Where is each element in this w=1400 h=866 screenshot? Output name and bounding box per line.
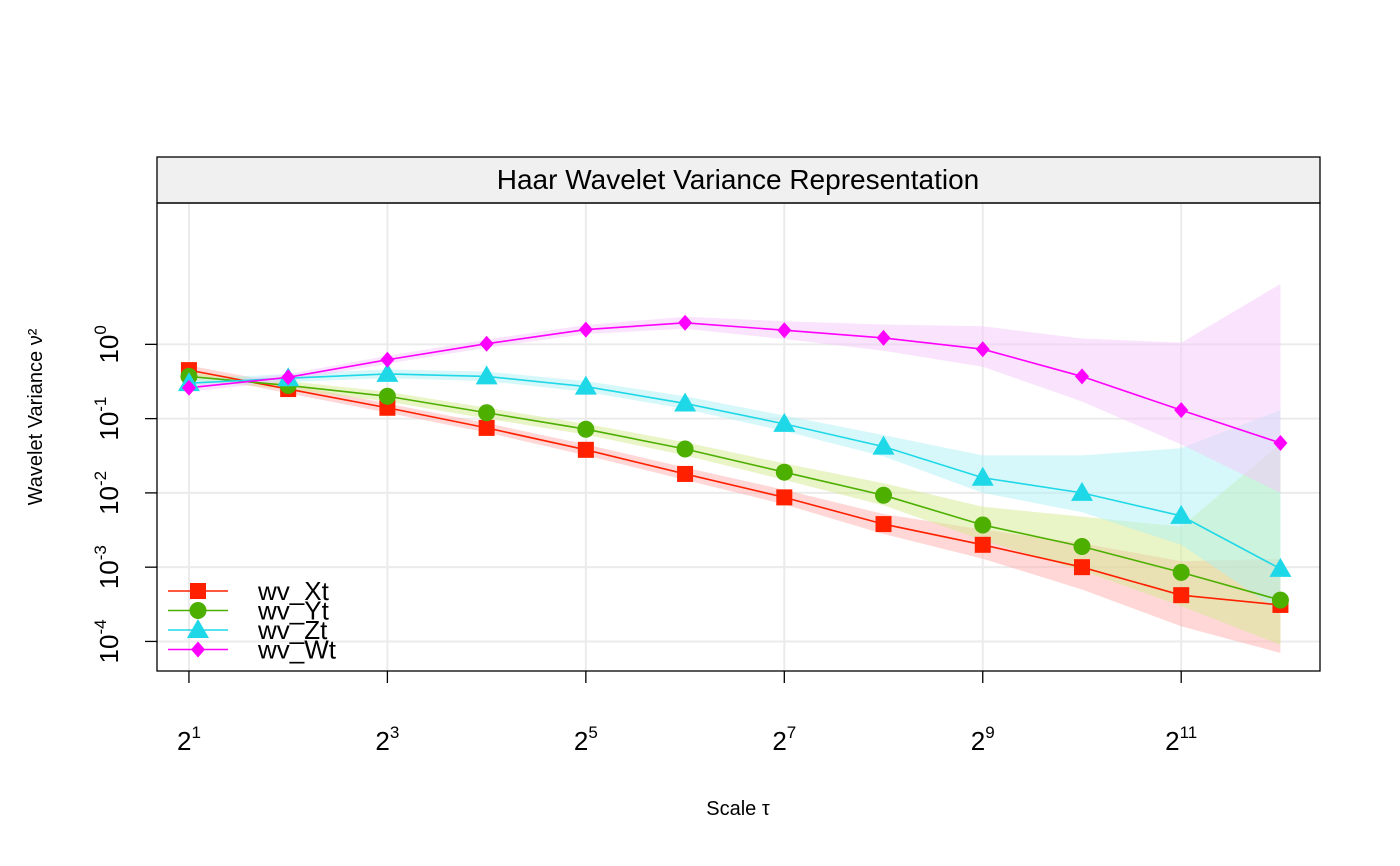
data-point-wv-zt — [1170, 504, 1193, 524]
data-point-wv-xt — [1173, 587, 1190, 604]
data-point-wv-yt — [676, 440, 694, 458]
x-tick-label: 27 — [772, 723, 796, 756]
y-tick-label: 10-4 — [91, 619, 124, 663]
data-point-wv-wt — [975, 341, 990, 358]
x-tick-label: 211 — [1165, 723, 1197, 756]
data-point-wv-yt — [378, 387, 396, 405]
data-point-wv-wt — [578, 321, 593, 338]
data-point-wv-wt — [1273, 434, 1288, 451]
x-axis: 21 23 25 27 29 211 — [177, 671, 1197, 756]
data-point-wv-yt — [775, 463, 793, 481]
confidence-band-wv-wt — [188, 283, 1281, 493]
data-point-wv-zt — [1070, 481, 1093, 501]
y-axis: 100 10-1 10-2 10-3 10-4 — [91, 325, 157, 663]
series-lines — [188, 322, 1281, 606]
confidence-bands — [188, 283, 1281, 653]
data-point-wv-zt — [475, 365, 498, 385]
data-point-wv-yt — [1172, 563, 1190, 581]
data-point-wv-zt — [773, 412, 796, 432]
y-tick-label: 10-1 — [91, 397, 124, 441]
data-point-wv-yt — [875, 486, 893, 504]
data-point-wv-wt — [479, 335, 494, 352]
data-point-wv-zt — [1269, 557, 1292, 577]
data-point-wv-wt — [777, 322, 792, 339]
data-point-wv-zt — [574, 375, 597, 395]
legend-label: wv_Zt — [257, 615, 328, 645]
chart-title: Haar Wavelet Variance Representation — [497, 164, 979, 195]
data-point-wv-xt — [379, 399, 396, 416]
y-tick-label: 10-3 — [91, 545, 124, 589]
data-point-wv-yt — [1271, 591, 1289, 609]
legend-marker — [187, 619, 209, 638]
data-point-wv-xt — [875, 516, 892, 533]
series-line-wv-zt — [188, 373, 1281, 570]
y-tick-label: 100 — [91, 325, 124, 363]
data-point-wv-wt — [181, 379, 196, 396]
data-point-wv-zt — [971, 466, 994, 486]
data-point-wv-yt — [1073, 537, 1091, 555]
y-axis-label: Wavelet Variance ν² — [25, 328, 47, 505]
data-point-wv-zt — [376, 362, 399, 382]
legend-label: wv_Yt — [257, 596, 330, 626]
data-point-wv-wt — [678, 314, 693, 331]
x-tick-label: 29 — [971, 723, 995, 756]
data-point-wv-yt — [478, 404, 496, 422]
data-point-wv-wt — [1074, 368, 1089, 385]
data-point-wv-wt — [380, 351, 395, 368]
data-point-wv-zt — [674, 392, 697, 412]
legend-marker — [191, 641, 205, 658]
y-tick-label: 10-2 — [91, 471, 124, 515]
legend-marker — [190, 583, 206, 599]
confidence-band-wv-xt — [188, 365, 1281, 653]
series-line-wv-yt — [188, 375, 1281, 601]
data-point-wv-wt — [1174, 402, 1189, 419]
data-point-wv-xt — [776, 489, 793, 506]
legend-label: wv_Xt — [257, 576, 330, 606]
data-point-wv-xt — [1073, 559, 1090, 576]
plot-frame — [156, 202, 1321, 672]
legend-marker — [189, 602, 207, 619]
data-point-wv-yt — [974, 516, 992, 534]
x-tick-label: 21 — [177, 723, 201, 756]
data-point-wv-xt — [577, 441, 594, 458]
title-strip — [156, 156, 1321, 204]
series-line-wv-xt — [188, 369, 1281, 606]
data-point-wv-wt — [876, 329, 891, 346]
data-point-wv-xt — [478, 419, 495, 436]
data-point-wv-wt — [281, 369, 296, 386]
data-point-wv-xt — [677, 465, 694, 482]
legend-label: wv_Wt — [257, 635, 337, 665]
data-point-wv-xt — [974, 536, 991, 553]
series-line-wv-wt — [188, 322, 1281, 444]
x-axis-label: Scale τ — [706, 798, 770, 820]
series-markers — [177, 314, 1292, 613]
data-point-wv-yt — [577, 420, 595, 438]
x-tick-label: 25 — [574, 723, 598, 756]
data-point-wv-zt — [872, 435, 895, 455]
x-tick-label: 23 — [375, 723, 399, 756]
